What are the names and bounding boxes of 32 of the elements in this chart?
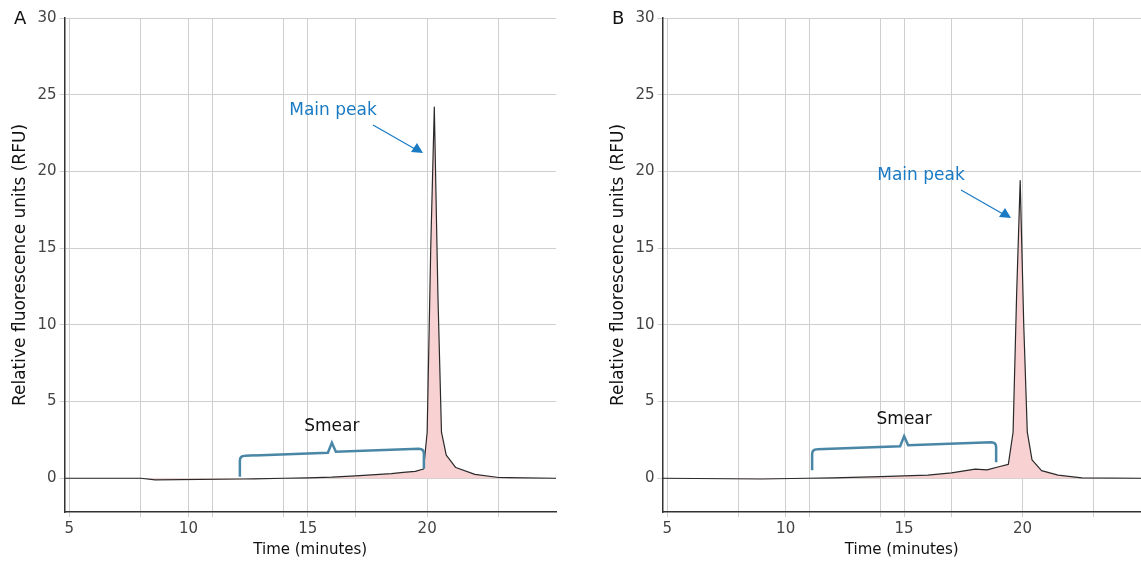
annotation: Smear: [876, 408, 932, 429]
y-tick-label: 10: [635, 314, 655, 333]
x-tick-label: 15: [894, 518, 914, 537]
annotation: Smear: [304, 414, 360, 435]
y-tick-label: 25: [635, 84, 655, 103]
chart-title: B: [612, 6, 625, 28]
y-axis-title: Relative fluorescence units (RFU): [606, 123, 627, 407]
y-tick-label: 0: [46, 468, 57, 487]
x-tick-label: 5: [64, 518, 75, 537]
x-tick-label: 5: [662, 518, 672, 537]
x-tick-label: 15: [298, 518, 318, 537]
y-tick-label: 15: [635, 238, 655, 257]
x-tick-label: 20: [417, 518, 437, 537]
x-tick-label: 10: [179, 518, 199, 537]
chart-title: A: [14, 6, 27, 28]
y-tick-label: 25: [37, 84, 57, 103]
y-tick-label: 10: [37, 314, 57, 333]
y-tick-label: 0: [644, 468, 655, 487]
y-axis-title: Relative fluorescence units (RFU): [8, 123, 29, 407]
y-tick-label: 5: [644, 391, 655, 410]
x-tick-label: 20: [1013, 518, 1033, 537]
x-axis-title: Time (minutes): [843, 539, 959, 558]
y-tick-label: 30: [635, 7, 655, 26]
y-tick-label: 20: [37, 161, 57, 180]
annotation: Main peak: [877, 163, 965, 184]
y-tick-label: 20: [635, 161, 655, 180]
x-tick-label: 10: [776, 518, 796, 537]
annotation: Main peak: [289, 98, 377, 119]
y-tick-label: 15: [37, 238, 57, 257]
y-tick-label: 5: [46, 391, 57, 410]
x-axis-title: Time (minutes): [252, 539, 368, 558]
y-tick-label: 30: [37, 7, 57, 26]
